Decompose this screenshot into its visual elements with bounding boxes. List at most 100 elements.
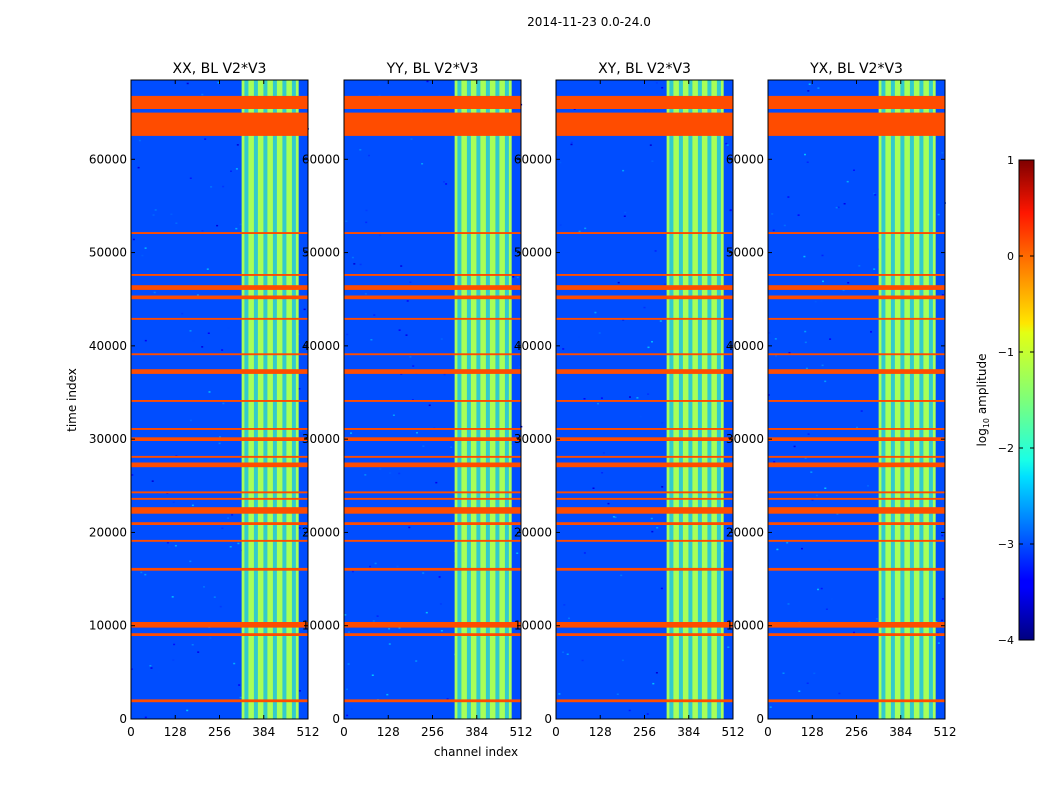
- heatmap-cell: [659, 320, 662, 322]
- flagged-time-band: [344, 462, 521, 468]
- colorbar: 1 0 −1 −2 −3 −4: [998, 154, 1035, 647]
- heatmap-cell: [230, 170, 232, 172]
- heatmap-cell: [873, 268, 876, 270]
- heatmap-cell: [803, 255, 806, 258]
- heatmap-cell: [558, 693, 561, 695]
- figure-title: 2014-11-23 0.0-24.0: [527, 15, 651, 29]
- heatmap-cell: [301, 534, 304, 537]
- heatmap-cell: [805, 367, 808, 370]
- heatmap-cell: [138, 139, 141, 142]
- heatmap-cell: [236, 144, 239, 146]
- x-tick-label: 512: [510, 725, 533, 739]
- heatmap-cell: [787, 603, 790, 605]
- heatmap-cell: [216, 224, 219, 227]
- heatmap-cell: [149, 665, 152, 667]
- flagged-time-band: [131, 428, 308, 430]
- flagged-time-band: [131, 353, 308, 356]
- flagged-time-band: [344, 295, 521, 300]
- y-tick-label: 10000: [302, 619, 340, 633]
- colorbar-label-base: log: [975, 428, 989, 446]
- flagged-time-band: [768, 699, 945, 703]
- heatmap-cell: [776, 548, 779, 551]
- heatmap-cell: [353, 263, 356, 265]
- flagged-time-band: [768, 567, 945, 571]
- heatmap-cell: [359, 263, 362, 266]
- heatmap-cell: [351, 570, 354, 573]
- flagged-time-band: [131, 633, 308, 636]
- heatmap-cell: [769, 706, 772, 708]
- heatmap-cell: [189, 330, 192, 332]
- channel-stripe: [495, 80, 500, 719]
- flagged-time-band: [556, 491, 733, 494]
- flagged-time-band: [556, 317, 733, 320]
- heatmap-cell: [141, 254, 144, 257]
- flagged-time-band: [556, 622, 733, 628]
- heatmap-cell: [788, 352, 791, 354]
- x-tick-label: 128: [377, 725, 400, 739]
- heatmap-cell: [813, 672, 816, 675]
- bright-channel-band: [241, 80, 299, 719]
- heatmap-cell: [768, 332, 771, 334]
- heatmap-cell: [636, 397, 639, 399]
- y-tick-label: 30000: [302, 432, 340, 446]
- flagged-time-band: [556, 274, 733, 276]
- heatmap-cell: [601, 472, 604, 474]
- heatmap-cell: [191, 644, 194, 646]
- flagged-time-band: [556, 112, 733, 136]
- heatmap-cell: [727, 646, 730, 648]
- flagged-time-band: [344, 274, 521, 276]
- heatmap-cell: [837, 206, 840, 209]
- heatmap-cell: [935, 621, 938, 623]
- x-tick-label: 128: [801, 725, 824, 739]
- flagged-time-band: [556, 497, 733, 500]
- heatmap-cell: [229, 546, 232, 548]
- heatmap-cell: [628, 709, 631, 712]
- heatmap-cell: [209, 637, 212, 639]
- heatmap-cell: [941, 534, 944, 537]
- channel-stripe: [669, 80, 674, 719]
- heatmap-cell: [643, 306, 646, 309]
- heatmap-cell: [435, 481, 438, 484]
- y-tick-label: 20000: [302, 525, 340, 539]
- flagged-time-band: [344, 522, 521, 525]
- heatmap-cell: [191, 504, 194, 507]
- heatmap-cell: [843, 203, 846, 205]
- heatmap-cell: [773, 461, 776, 463]
- channel-stripe: [707, 80, 712, 719]
- flagged-time-band: [131, 95, 308, 109]
- heatmap-cell: [797, 214, 800, 216]
- y-tick-label: 30000: [89, 432, 127, 446]
- heatmap-cell: [782, 672, 785, 674]
- heatmap-cell: [578, 336, 580, 338]
- heatmap-cell: [204, 138, 207, 140]
- heatmap-cell: [365, 209, 368, 212]
- heatmap-cell: [398, 627, 401, 629]
- channel-stripe: [291, 80, 296, 719]
- y-tick-label: 10000: [514, 619, 552, 633]
- heatmap-cell: [348, 631, 350, 633]
- heatmap-cell: [298, 527, 301, 529]
- heatmap-cell: [174, 545, 177, 547]
- heatmap-cell: [219, 436, 221, 438]
- heatmap-cell: [131, 474, 134, 476]
- heatmap-cell: [388, 628, 391, 630]
- channel-stripe: [253, 80, 258, 719]
- flagged-time-band: [131, 622, 308, 628]
- heatmap-cell: [583, 398, 586, 400]
- heatmap-cell: [445, 183, 448, 185]
- heatmap-cell: [806, 161, 809, 163]
- heatmap-cell: [371, 674, 374, 676]
- heatmap-cell: [189, 560, 192, 563]
- heatmap-cell: [239, 696, 242, 699]
- heatmap-cell: [661, 87, 664, 89]
- heatmap-cell: [612, 516, 615, 518]
- heatmap-cell: [817, 588, 819, 591]
- heatmap-cell: [815, 494, 818, 497]
- heatmap-cell: [806, 682, 809, 684]
- heatmap-cell: [201, 93, 204, 96]
- flagged-time-band: [768, 295, 945, 300]
- flagged-time-band: [131, 567, 308, 571]
- heatmap-cell: [346, 714, 349, 717]
- heatmap-cell: [347, 663, 350, 665]
- bright-channel-band: [666, 80, 724, 719]
